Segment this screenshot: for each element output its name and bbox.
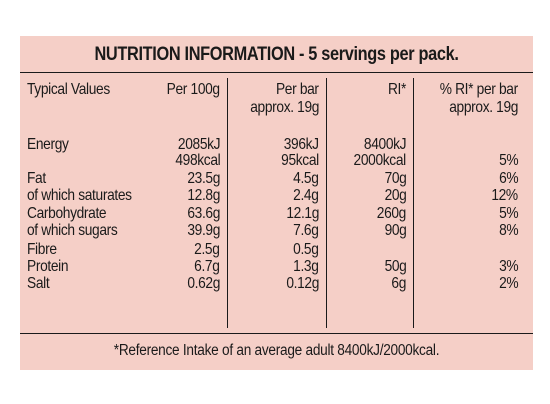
row-label: Salt [27, 275, 50, 292]
row-per-100g: 0.62g [187, 275, 220, 292]
row-label: Energy [27, 136, 69, 153]
column-divider [413, 78, 414, 328]
row-pct-ri: 6% [498, 170, 519, 187]
row-label: of which sugars [27, 222, 118, 239]
column-divider [326, 78, 327, 328]
header-per-bar: Per bar [276, 81, 319, 98]
header-per-bar-weight: approx. 19g [250, 99, 319, 116]
row-per-100g: 12.8g [187, 187, 220, 204]
header-per-100g: Per 100g [166, 81, 220, 98]
row-pct-ri: 12% [491, 187, 518, 204]
top-divider [20, 72, 533, 73]
header-pct-ri: % RI* per bar [439, 81, 518, 98]
row-per-100g: 23.5g [187, 170, 220, 187]
row-per-bar: 396kJ [283, 136, 319, 153]
row-pct-ri: 2% [498, 275, 519, 292]
nutrition-label: NUTRITION INFORMATION - 5 servings per p… [20, 36, 533, 370]
row-label: Protein [27, 258, 69, 275]
header-ri: RI* [387, 81, 406, 98]
row-ri: 260g [376, 205, 407, 222]
row-per-bar: 95kcal [281, 152, 319, 169]
row-label: Fibre [27, 241, 57, 258]
row-per-bar: 1.3g [293, 258, 320, 275]
row-ri: 2000kcal [353, 152, 407, 169]
row-ri: 90g [384, 222, 406, 239]
bottom-divider [20, 333, 533, 334]
header-typical-values: Typical Values [27, 81, 110, 98]
row-ri: 50g [384, 258, 406, 275]
row-per-bar: 7.6g [293, 222, 320, 239]
row-pct-ri: 5% [498, 205, 519, 222]
row-label: Carbohydrate [27, 205, 107, 222]
row-per-100g: 2085kJ [177, 136, 221, 153]
reference-intake-footnote: *Reference Intake of an average adult 84… [113, 342, 440, 359]
row-per-100g: 6.7g [194, 258, 221, 275]
row-per-100g: 2.5g [194, 241, 221, 258]
row-pct-ri: 8% [498, 222, 519, 239]
row-ri: 8400kJ [363, 136, 407, 153]
row-ri: 6g [391, 275, 406, 292]
row-per-bar: 0.12g [286, 275, 319, 292]
row-per-bar: 2.4g [293, 187, 320, 204]
row-pct-ri: 3% [498, 258, 519, 275]
row-per-100g: 39.9g [187, 222, 220, 239]
row-pct-ri: 5% [498, 152, 519, 169]
header-pct-ri-weight: approx. 19g [449, 99, 518, 116]
row-label: of which saturates [27, 187, 132, 204]
nutrition-title: NUTRITION INFORMATION - 5 servings per p… [94, 44, 459, 65]
row-ri: 70g [384, 170, 406, 187]
column-divider [227, 78, 228, 328]
row-ri: 20g [384, 187, 406, 204]
row-label: Fat [27, 170, 46, 187]
row-per-bar: 0.5g [293, 241, 320, 258]
row-per-bar: 4.5g [293, 170, 320, 187]
row-per-100g: 63.6g [187, 205, 220, 222]
row-per-bar: 12.1g [286, 205, 319, 222]
row-per-100g: 498kcal [174, 152, 220, 169]
